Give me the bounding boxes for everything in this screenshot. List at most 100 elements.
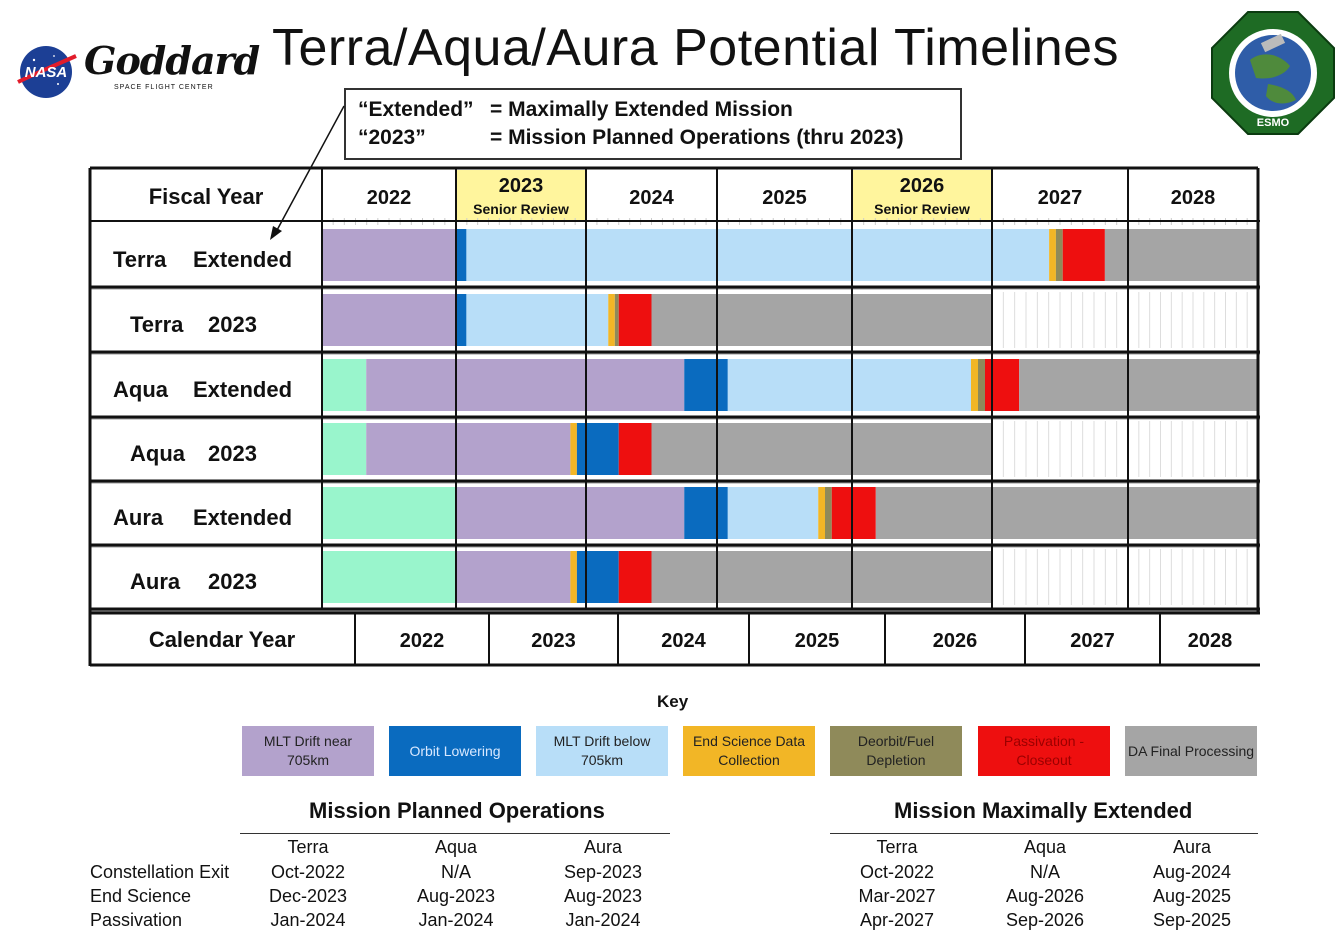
bar-segment-da-final bbox=[1019, 359, 1258, 411]
annotation-arrow-line bbox=[275, 105, 345, 233]
nasa-logo: NASA bbox=[14, 44, 78, 105]
summary-cell: N/A bbox=[440, 862, 471, 882]
timeline-chart: Terra Extended Terra 2023 Aqua Extended Aqua 20… bbox=[88, 105, 1260, 667]
bar-segment-da-final bbox=[651, 551, 992, 603]
summary-column-header: Terra bbox=[876, 837, 918, 857]
bar-segment-constellation bbox=[322, 423, 367, 475]
calendar-year-tick: 2024 bbox=[661, 630, 706, 652]
annotation-arrow-head bbox=[270, 226, 282, 240]
goddard-logo-subtitle: SPACE FLIGHT CENTER bbox=[114, 84, 214, 91]
bar-segment-deorbit bbox=[978, 359, 985, 411]
bar-segment-orbit-lowering bbox=[576, 551, 619, 603]
bar-segment-orbit-lowering bbox=[684, 487, 728, 539]
bar-segment-orbit-lowering bbox=[684, 359, 728, 411]
summary-cell: Jan-2024 bbox=[270, 910, 346, 930]
summary-table-title: Mission Maximally Extended bbox=[894, 798, 1193, 823]
definition-meaning: = Mission Planned Operations (thru 2023) bbox=[490, 126, 904, 149]
fiscal-year-tick: 2026 bbox=[900, 175, 945, 197]
key-title: Key bbox=[657, 692, 689, 711]
row-label-satellite: Aqua bbox=[113, 377, 169, 402]
summary-cell: Jan-2024 bbox=[565, 910, 641, 930]
summary-cell: Dec-2023 bbox=[268, 886, 348, 906]
summary-cell: Oct-2022 bbox=[270, 862, 346, 882]
bar-segment-passivation bbox=[618, 551, 652, 603]
definition-term: “2023” bbox=[358, 126, 426, 149]
bar-segment-orbit-lowering bbox=[456, 294, 467, 346]
bar-segment-passivation bbox=[831, 487, 876, 539]
summary-cell: Oct-2022 bbox=[859, 862, 935, 882]
key-item-mlt-below: MLT Drift below 705km bbox=[536, 726, 668, 776]
bar-segment-constellation bbox=[322, 487, 456, 539]
summary-row-label: End Science bbox=[90, 886, 192, 906]
senior-review-note: Senior Review bbox=[473, 201, 569, 217]
summary-column-header: Terra bbox=[287, 837, 329, 857]
fiscal-year-tick: 2023 bbox=[499, 175, 544, 197]
bar-segment-mlt-near bbox=[366, 359, 685, 411]
row-label-satellite: Aura bbox=[113, 505, 164, 530]
summary-cell: Aug-2023 bbox=[563, 886, 643, 906]
fiscal-year-tick: 2024 bbox=[629, 187, 674, 209]
fiscal-year-label: Fiscal Year bbox=[149, 184, 264, 209]
row-label-satellite: Aqua bbox=[130, 441, 186, 466]
row-label-scenario: 2023 bbox=[208, 312, 257, 337]
row-label-satellite: Terra bbox=[113, 247, 167, 272]
fiscal-year-tick: 2028 bbox=[1171, 187, 1216, 209]
summary-cell: Apr-2027 bbox=[859, 910, 935, 930]
summary-row-label: Passivation bbox=[90, 910, 183, 930]
definition-row: “2023” = Mission Planned Operations (thr… bbox=[358, 126, 904, 150]
page-title: Terra/Aqua/Aura Potential Timelines bbox=[272, 19, 1120, 77]
row-label-scenario: Extended bbox=[193, 377, 292, 402]
summary-column-header: Aura bbox=[1172, 837, 1212, 857]
calendar-year-tick: 2028 bbox=[1188, 630, 1233, 652]
senior-review-highlight bbox=[457, 170, 585, 220]
summary-cell: Jan-2024 bbox=[418, 910, 494, 930]
definition-term: “Extended” bbox=[358, 98, 474, 121]
bar-segment-mlt-near bbox=[456, 487, 685, 539]
key-item-deorbit: Deorbit/Fuel Depletion bbox=[830, 726, 962, 776]
bar-segment-mlt-near bbox=[366, 423, 571, 475]
bar-segment-deorbit bbox=[825, 487, 832, 539]
row-label-satellite: Terra bbox=[130, 312, 184, 337]
summary-row-label: Constellation Exit bbox=[90, 862, 230, 882]
bar-segment-da-final bbox=[875, 487, 1258, 539]
bar-segment-mlt-below bbox=[466, 229, 1050, 281]
key-item-mlt-near: MLT Drift near 705km bbox=[242, 726, 374, 776]
key-item-orbit-lowering: Orbit Lowering bbox=[389, 726, 521, 776]
bar-segment-deorbit bbox=[614, 294, 619, 346]
calendar-year-label: Calendar Year bbox=[149, 627, 296, 652]
fiscal-year-tick: 2022 bbox=[367, 187, 412, 209]
bar-segment-end-science bbox=[971, 359, 978, 411]
summary-cell: Sep-2025 bbox=[1152, 910, 1232, 930]
bar-segment-da-final bbox=[651, 423, 992, 475]
calendar-year-tick: 2022 bbox=[400, 630, 445, 652]
key-item-da-final: DA Final Processing bbox=[1125, 726, 1257, 776]
summary-cell: Mar-2027 bbox=[858, 886, 936, 906]
calendar-year-tick: 2026 bbox=[933, 630, 978, 652]
summary-table-title: Mission Planned Operations bbox=[309, 798, 605, 823]
bar-segment-da-final bbox=[1104, 229, 1258, 281]
summary-table-rule bbox=[240, 833, 670, 834]
summary-cell: Aug-2024 bbox=[1152, 862, 1232, 882]
calendar-year-tick: 2025 bbox=[795, 630, 840, 652]
bar-segment-da-final bbox=[651, 294, 992, 346]
row-label-scenario: Extended bbox=[193, 505, 292, 530]
definition-box: “Extended” = Maximally Extended Mission … bbox=[344, 88, 962, 160]
key-item-passivation: Passivation - Closeout bbox=[978, 726, 1110, 776]
bar-segment-passivation bbox=[985, 359, 1020, 411]
nasa-logo-text: NASA bbox=[25, 64, 68, 81]
esmo-logo-text: ESMO bbox=[1257, 117, 1290, 129]
calendar-year-tick: 2023 bbox=[531, 630, 576, 652]
bar-segment-constellation bbox=[322, 551, 456, 603]
row-label-scenario: 2023 bbox=[208, 569, 257, 594]
definition-meaning: = Maximally Extended Mission bbox=[490, 98, 793, 121]
bar-segment-end-science bbox=[1049, 229, 1056, 281]
row-label-scenario: Extended bbox=[193, 247, 292, 272]
summary-column-header: Aura bbox=[583, 837, 623, 857]
row-label-satellite: Aura bbox=[130, 569, 181, 594]
esmo-logo: ESMO bbox=[1210, 10, 1336, 141]
summary-cell: Sep-2026 bbox=[1005, 910, 1085, 930]
bar-segment-end-science bbox=[818, 487, 825, 539]
bar-segment-end-science bbox=[570, 423, 577, 475]
summary-column-header: Aqua bbox=[434, 837, 478, 857]
bar-segment-deorbit bbox=[1055, 229, 1063, 281]
